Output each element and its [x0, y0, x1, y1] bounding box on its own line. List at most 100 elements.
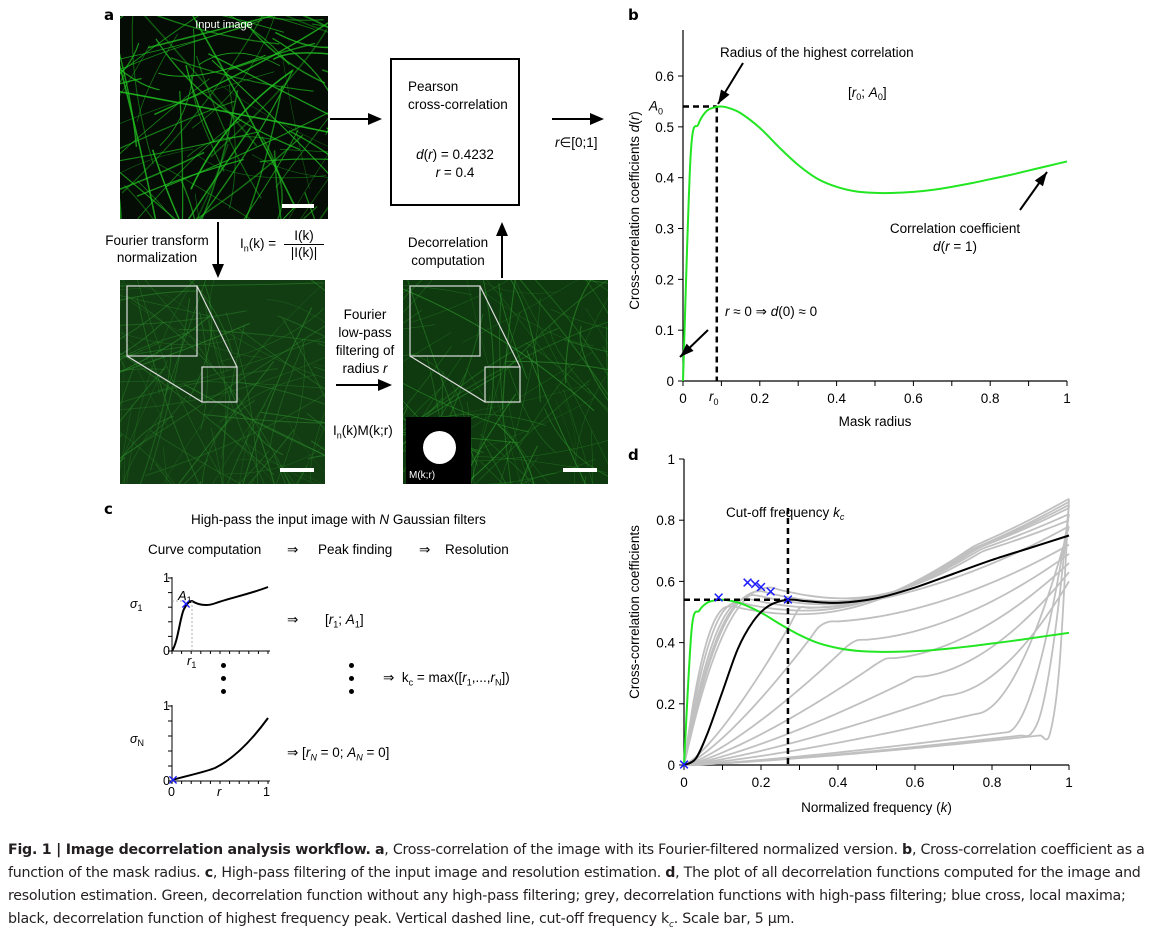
fiber — [505, 280, 608, 371]
fiber — [469, 431, 475, 484]
sub: 0 — [714, 397, 719, 407]
formula-denominator: |I(k)| — [284, 244, 324, 260]
fiber — [212, 403, 267, 484]
y-tick-label: 0.5 — [655, 120, 674, 135]
panel-c-title: High-pass the input image with N Gaussia… — [191, 512, 486, 527]
fiber — [149, 430, 242, 484]
local-maximum-cross-icon: ✕ — [180, 596, 192, 612]
series-green-curve — [683, 598, 1070, 766]
r-range-label: r∈[0;1] — [555, 135, 598, 150]
fiber — [462, 280, 578, 343]
fiber — [144, 280, 217, 372]
fiber — [203, 413, 325, 424]
fiber — [198, 52, 281, 67]
fiber — [120, 131, 258, 162]
fiber — [210, 427, 223, 484]
fiber — [120, 283, 210, 335]
panel-label-d: d — [628, 446, 639, 464]
fiber — [403, 373, 501, 431]
scale-bar — [280, 468, 314, 472]
product-sub: n — [336, 430, 342, 441]
y-tick-label: 0.6 — [656, 574, 675, 589]
chart-b: 0 0.1 0.2 0.3 0.4 0.5 0.6 0 0.2 0.4 0.6 0.8 1 r0 A0 Rad… — [627, 30, 1071, 429]
fiber — [120, 280, 124, 308]
fiber — [188, 280, 233, 352]
local-maximum-cross-icon: ✕ — [741, 575, 754, 592]
fiber — [195, 55, 262, 199]
x-tick-label: 1 — [1065, 775, 1073, 790]
lowpass-label-4: radius r — [342, 361, 388, 376]
fiber — [120, 415, 174, 463]
local-maximum-cross-icon: ✕ — [167, 772, 179, 788]
series-grey-curve — [683, 525, 1070, 766]
fiber — [120, 151, 205, 191]
fiber — [183, 383, 325, 456]
fiber — [245, 85, 284, 219]
lowpass-label-2: low-pass — [338, 325, 392, 340]
annotation-d-r1: d(r = 1) — [933, 239, 977, 254]
sub: 0 — [658, 107, 663, 117]
fiber — [120, 367, 278, 404]
fiber — [155, 38, 301, 151]
fiber — [164, 280, 207, 396]
result1-arrow: ⇒ — [287, 612, 299, 627]
lowpass-label-3: filtering of — [335, 343, 395, 358]
fiber — [158, 54, 266, 77]
series-grey-curve — [683, 571, 1070, 766]
series-grey-curve — [683, 519, 1070, 766]
fiber — [479, 433, 535, 484]
fiber — [579, 297, 608, 355]
series-grey-curve — [683, 498, 1070, 766]
fiber — [237, 450, 270, 484]
fiber — [266, 299, 325, 323]
product-I: I — [333, 423, 337, 438]
arrow-down-icon — [212, 222, 224, 278]
x-tick-label: 0 — [680, 775, 688, 790]
series-black-curve — [683, 534, 1070, 766]
x-tick-label: 0.4 — [829, 775, 848, 790]
fiber — [242, 307, 313, 484]
y-tick-label: 0.4 — [655, 171, 674, 186]
fiber — [550, 308, 608, 329]
fiber — [185, 64, 215, 143]
fiber — [403, 280, 423, 301]
normalized-image-fibers — [120, 280, 325, 484]
fiber — [285, 416, 325, 473]
fiber — [429, 384, 590, 420]
result1: [r1; A1] — [325, 612, 364, 630]
fiber — [228, 84, 236, 209]
annotation-r0A0: [r0; A0] — [848, 85, 887, 102]
caption-b-text: , Cross-correlation coefficient as a fun… — [8, 842, 1145, 881]
mini-plot1-sigma1: σ1 — [130, 597, 143, 613]
fiber — [272, 37, 328, 92]
fiber — [120, 19, 263, 60]
mask-inset: M(k;r) — [406, 417, 471, 484]
formula-fraction: I(k) |I(k)| — [284, 228, 324, 260]
arrow-up-icon — [496, 222, 508, 278]
caption-d-sub: c — [669, 919, 674, 930]
fiber — [195, 193, 200, 219]
fiber — [155, 463, 172, 484]
decorrelation-label-2: computation — [411, 253, 485, 268]
mini-plot1-tick-0: 0 — [163, 644, 170, 658]
fiber — [583, 280, 608, 284]
fiber — [120, 325, 325, 459]
fiber — [210, 325, 227, 459]
fiber — [517, 366, 575, 449]
fiber — [120, 431, 176, 484]
fiber — [273, 455, 286, 484]
fiber — [313, 366, 325, 372]
fiber — [520, 445, 539, 484]
y-tick-label: 0.2 — [655, 272, 674, 287]
fiber — [136, 33, 178, 122]
fiber — [579, 325, 608, 402]
mini-plot-sigmaN: 1 0 0 1 r ✕ σN — [130, 699, 270, 799]
fiber — [251, 154, 328, 178]
panel-label-b: b — [628, 6, 639, 24]
fiber — [590, 430, 594, 484]
ellipsis-dot — [221, 676, 226, 681]
pearson-r-value: r = 0.4 — [435, 165, 475, 180]
chart-d: 00.20.40.60.810 0.2 0.4 0.6 0.8 1✕✕✕✕✕✕ ✕Cut-o… — [627, 452, 1073, 815]
fiber — [260, 411, 325, 424]
fiber — [418, 313, 484, 484]
